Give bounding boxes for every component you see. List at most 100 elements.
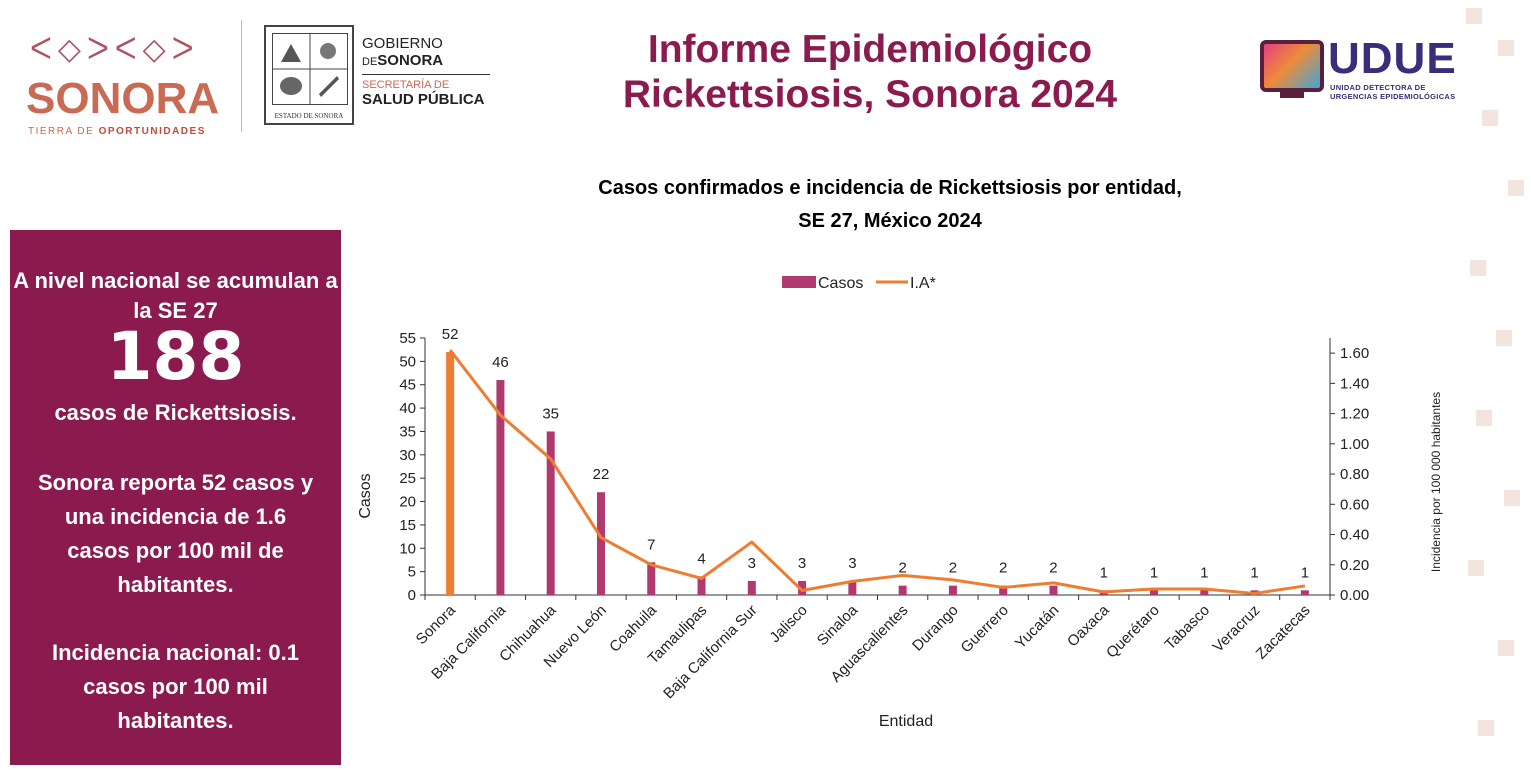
deco-square xyxy=(1478,720,1494,736)
udue-word: UDUE xyxy=(1328,34,1457,83)
x-tick-label: Tabasco xyxy=(1162,602,1214,654)
info-intro: A nivel nacional se acumulan a la SE 27 xyxy=(13,268,338,323)
bar-value-label: 2 xyxy=(898,560,906,577)
y2-tick-label: 0.80 xyxy=(1340,466,1369,483)
bar-casos xyxy=(1300,590,1309,595)
bar-casos xyxy=(999,585,1008,595)
y2-axis-label: Incidencia por 100 000 habitantes xyxy=(1429,392,1443,572)
x-tick-label: Querétaro xyxy=(1103,602,1163,662)
bar-value-label: 1 xyxy=(1301,564,1309,581)
x-tick-label: Jalisco xyxy=(766,602,810,646)
legend-swatch-casos xyxy=(782,276,816,288)
state-seal-icon: ESTADO DE SONORA xyxy=(264,25,354,125)
bar-casos xyxy=(596,492,605,595)
y-tick-label: 50 xyxy=(399,353,416,370)
bar-casos xyxy=(647,562,656,595)
x-tick-label: Yucatán xyxy=(1012,602,1062,652)
header-divider xyxy=(241,20,242,132)
gov-line-2-name: SONORA xyxy=(377,52,444,69)
chart-axes: 0 5 10 15 20 25 30 35 40 45 50 55 0.00 0.20 0.40 0.60 0.… xyxy=(399,330,1369,604)
deco-square xyxy=(1498,40,1514,56)
gov-separator xyxy=(362,74,490,75)
bar-value-label: 2 xyxy=(1049,560,1057,577)
government-text: GOBIERNO DESONORA SECRETARÍA DE SALUD PÚ… xyxy=(362,35,512,109)
deco-square xyxy=(1470,260,1486,276)
bar-casos xyxy=(747,580,756,595)
deco-square xyxy=(1496,330,1512,346)
y-tick-label: 45 xyxy=(399,377,416,394)
bar-casos xyxy=(1049,585,1058,595)
info-total-cases: 188 xyxy=(106,318,245,395)
bar-value-label: 2 xyxy=(999,560,1007,577)
bar-casos xyxy=(1150,590,1159,595)
bar-value-label: 3 xyxy=(798,555,806,572)
y-tick-label: 15 xyxy=(399,517,416,534)
x-tick-label: Oaxaca xyxy=(1064,601,1113,650)
deco-square xyxy=(1508,180,1524,196)
bar-value-label: 1 xyxy=(1250,564,1258,581)
x-axis-label: Entidad xyxy=(879,713,933,730)
cases-incidence-chart: Casos confirmados e incidencia de Ricket… xyxy=(357,177,1443,730)
bar-value-label: 1 xyxy=(1200,564,1208,581)
gov-secretaria: SECRETARÍA DE xyxy=(362,79,450,91)
y2-tick-label: 1.20 xyxy=(1340,406,1369,423)
y-tick-label: 25 xyxy=(399,470,416,487)
y2-tick-label: 0.00 xyxy=(1340,587,1369,604)
series-line-ia xyxy=(448,349,1306,595)
bar-casos xyxy=(898,585,907,595)
bar-casos xyxy=(446,352,455,595)
x-tick-label: Durango xyxy=(909,602,962,655)
deco-square xyxy=(1466,8,1482,24)
gov-line-2-prefix: DE xyxy=(362,56,378,68)
logo-tagline: TIERRA DE OPORTUNIDADES xyxy=(28,126,206,137)
bar-value-label: 1 xyxy=(1150,564,1158,581)
bar-casos xyxy=(496,380,505,595)
deco-square xyxy=(1504,490,1520,506)
bar-casos xyxy=(798,580,807,595)
x-tick-label: Sinaloa xyxy=(814,601,862,649)
udue-monitor-stand xyxy=(1280,92,1304,98)
y-axis-label: Casos xyxy=(357,473,374,518)
chart-bars xyxy=(446,352,1309,595)
y-tick-label: 55 xyxy=(399,330,416,347)
y-tick-label: 5 xyxy=(408,564,416,581)
page-title: Informe Epidemiológico Rickettsiosis, So… xyxy=(560,27,1180,117)
logo-word: SONORA xyxy=(26,74,220,123)
page-title-line-1: Informe Epidemiológico xyxy=(647,28,1093,71)
bar-value-label: 7 xyxy=(647,536,655,553)
chart-title-line-2: SE 27, México 2024 xyxy=(798,210,982,232)
bar-value-label: 52 xyxy=(442,326,459,343)
deco-square xyxy=(1468,560,1484,576)
deco-square xyxy=(1498,640,1514,656)
bar-value-label: 35 xyxy=(542,405,559,422)
page-title-line-2: Rickettsiosis, Sonora 2024 xyxy=(622,73,1118,116)
x-tick-label: Sonora xyxy=(413,601,460,648)
x-tick-label: Guerrero xyxy=(958,602,1012,656)
y-tick-label: 0 xyxy=(408,587,416,604)
udue-sub-line-1: UNIDAD DETECTORA DE xyxy=(1330,83,1426,92)
bar-casos xyxy=(1200,590,1209,595)
bar-casos xyxy=(546,431,555,595)
y2-tick-label: 0.60 xyxy=(1340,496,1369,513)
info-sonora-text: Sonora reporta 52 casos y una incidencia… xyxy=(37,470,314,597)
bar-value-label: 2 xyxy=(949,560,957,577)
y2-tick-label: 1.40 xyxy=(1340,375,1369,392)
info-cases-label: casos de Rickettsiosis. xyxy=(54,400,297,425)
y-tick-label: 35 xyxy=(399,423,416,440)
gov-salud: SALUD PÚBLICA xyxy=(362,91,485,108)
seal-label: ESTADO DE SONORA xyxy=(274,112,344,120)
bar-value-label: 3 xyxy=(848,555,856,572)
deco-square xyxy=(1482,110,1498,126)
seal-shield-icon xyxy=(272,33,348,105)
bar-value-label: 1 xyxy=(1100,564,1108,581)
info-national-text: Incidencia nacional: 0.1 casos por 100 m… xyxy=(52,640,299,733)
gov-line-2: DESONORA xyxy=(362,52,512,71)
y2-tick-label: 1.60 xyxy=(1340,345,1369,362)
y2-tick-label: 0.40 xyxy=(1340,527,1369,544)
gov-line-1: GOBIERNO xyxy=(362,35,443,52)
y-tick-label: 40 xyxy=(399,400,416,417)
y-tick-label: 10 xyxy=(399,540,416,557)
side-decoration xyxy=(1462,0,1531,773)
y2-tick-label: 0.20 xyxy=(1340,557,1369,574)
y-tick-label: 30 xyxy=(399,447,416,464)
